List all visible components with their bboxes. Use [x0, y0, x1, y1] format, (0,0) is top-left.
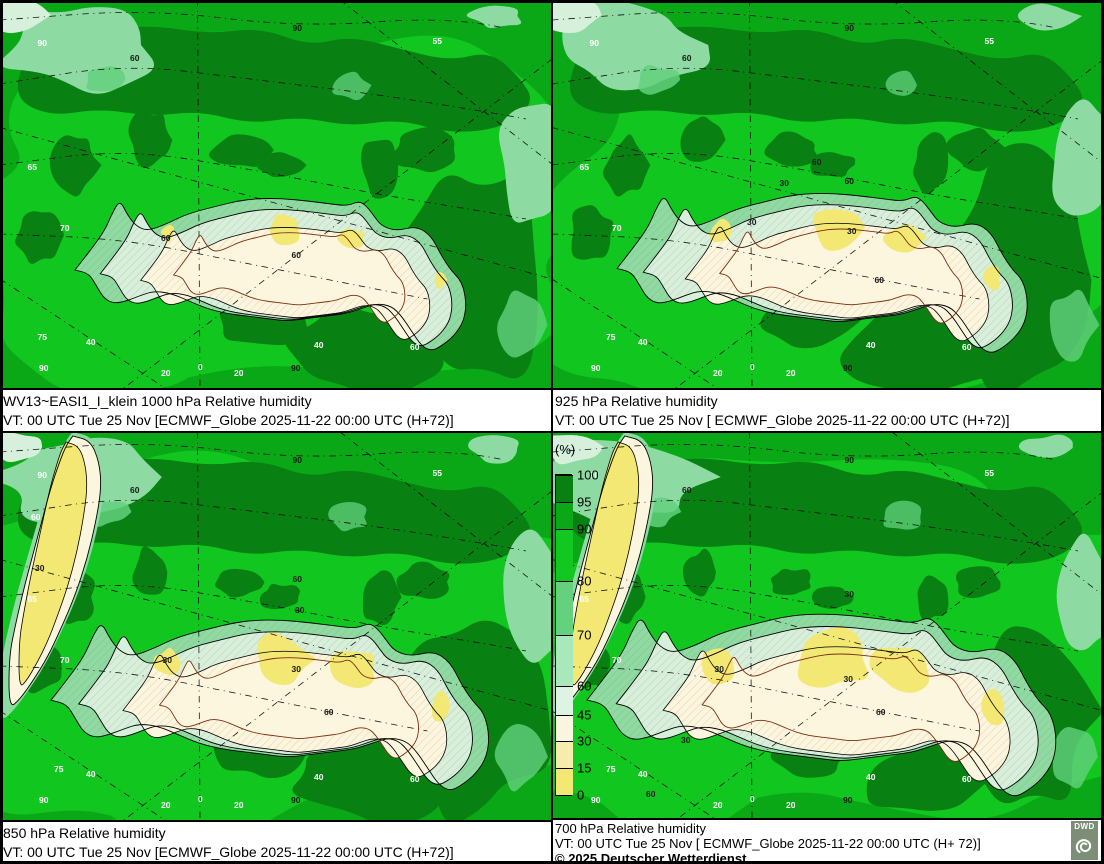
- svg-text:30: 30: [295, 605, 305, 615]
- svg-text:0: 0: [750, 362, 755, 372]
- svg-text:65: 65: [580, 162, 590, 172]
- svg-text:30: 30: [292, 664, 302, 674]
- svg-text:60: 60: [682, 485, 692, 495]
- svg-text:55: 55: [985, 468, 995, 478]
- svg-text:65: 65: [28, 162, 38, 172]
- svg-text:90: 90: [293, 23, 303, 33]
- svg-text:60: 60: [875, 275, 885, 285]
- svg-text:90: 90: [39, 363, 49, 373]
- svg-text:70: 70: [60, 655, 70, 665]
- svg-text:90: 90: [39, 795, 49, 805]
- svg-text:75: 75: [54, 764, 64, 774]
- svg-text:60: 60: [682, 53, 692, 63]
- svg-text:90: 90: [591, 795, 601, 805]
- svg-text:20: 20: [234, 800, 244, 810]
- svg-text:90: 90: [843, 795, 853, 805]
- svg-text:60: 60: [161, 233, 171, 243]
- svg-text:60: 60: [324, 707, 334, 717]
- svg-text:60: 60: [845, 176, 855, 186]
- svg-text:90: 90: [38, 38, 48, 48]
- svg-text:40: 40: [314, 772, 324, 782]
- svg-text:90: 90: [845, 23, 855, 33]
- svg-text:20: 20: [713, 800, 723, 810]
- svg-text:20: 20: [161, 800, 171, 810]
- svg-text:20: 20: [786, 800, 796, 810]
- svg-text:30: 30: [747, 217, 757, 227]
- svg-text:40: 40: [866, 772, 876, 782]
- svg-text:60: 60: [130, 53, 140, 63]
- svg-text:60: 60: [812, 157, 822, 167]
- svg-text:40: 40: [638, 769, 648, 779]
- svg-text:60: 60: [31, 512, 41, 522]
- svg-text:65: 65: [28, 594, 38, 604]
- svg-text:60: 60: [130, 485, 140, 495]
- svg-text:40: 40: [86, 337, 96, 347]
- svg-text:0: 0: [750, 794, 755, 804]
- svg-text:75: 75: [606, 332, 616, 342]
- svg-text:55: 55: [433, 468, 443, 478]
- svg-text:60: 60: [962, 774, 972, 784]
- svg-text:30: 30: [35, 563, 45, 573]
- svg-text:90: 90: [843, 363, 853, 373]
- svg-text:60: 60: [292, 250, 302, 260]
- svg-text:60: 60: [876, 707, 886, 717]
- svg-text:55: 55: [985, 36, 995, 46]
- svg-text:90: 90: [590, 38, 600, 48]
- svg-text:40: 40: [866, 340, 876, 350]
- svg-text:30: 30: [847, 226, 857, 236]
- svg-text:75: 75: [38, 332, 48, 342]
- svg-text:90: 90: [845, 455, 855, 465]
- svg-text:90: 90: [38, 470, 48, 480]
- svg-text:40: 40: [86, 769, 96, 779]
- svg-text:30: 30: [845, 589, 855, 599]
- svg-text:30: 30: [681, 735, 691, 745]
- svg-text:30: 30: [715, 664, 725, 674]
- svg-text:40: 40: [638, 337, 648, 347]
- svg-text:60: 60: [293, 574, 303, 584]
- svg-text:30: 30: [780, 178, 790, 188]
- svg-text:60: 60: [646, 789, 656, 799]
- svg-text:30: 30: [844, 674, 854, 684]
- svg-text:20: 20: [713, 368, 723, 378]
- svg-text:20: 20: [234, 368, 244, 378]
- svg-text:70: 70: [612, 223, 622, 233]
- svg-text:60: 60: [962, 342, 972, 352]
- svg-text:0: 0: [198, 794, 203, 804]
- svg-text:40: 40: [314, 340, 324, 350]
- svg-text:90: 90: [291, 795, 301, 805]
- svg-text:70: 70: [60, 223, 70, 233]
- svg-text:60: 60: [410, 342, 420, 352]
- svg-text:20: 20: [786, 368, 796, 378]
- svg-text:0: 0: [198, 362, 203, 372]
- svg-text:20: 20: [161, 368, 171, 378]
- svg-text:90: 90: [293, 455, 303, 465]
- svg-text:30: 30: [163, 655, 173, 665]
- svg-text:90: 90: [591, 363, 601, 373]
- svg-text:55: 55: [433, 36, 443, 46]
- svg-text:60: 60: [410, 774, 420, 784]
- svg-text:90: 90: [291, 363, 301, 373]
